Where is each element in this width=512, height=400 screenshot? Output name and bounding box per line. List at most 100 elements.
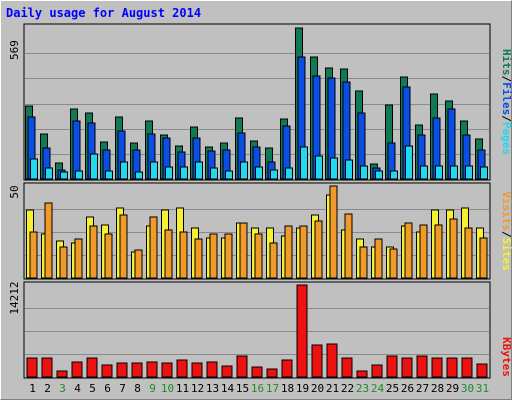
visits-bar bbox=[314, 220, 323, 279]
day-label: 30 bbox=[461, 382, 474, 395]
day-label: 9 bbox=[149, 382, 156, 395]
kbytes-bar bbox=[446, 357, 458, 378]
visits-bar bbox=[464, 227, 473, 279]
kbytes-bar bbox=[476, 363, 488, 378]
day-label: 14 bbox=[221, 382, 235, 395]
pages-bar bbox=[165, 166, 173, 180]
kbytes-bar bbox=[251, 366, 263, 378]
day-label: 27 bbox=[416, 382, 429, 395]
visits-bar bbox=[479, 237, 488, 279]
legend-slash-2: / bbox=[500, 115, 512, 122]
visits-bar bbox=[164, 229, 173, 279]
day-label: 23 bbox=[356, 382, 369, 395]
day-label: 3 bbox=[59, 382, 66, 395]
pages-bar bbox=[240, 161, 248, 180]
pages-bar bbox=[330, 157, 338, 180]
visits-bar bbox=[29, 231, 38, 279]
bottom-scale-max: 14212 bbox=[8, 281, 21, 314]
visits-bar bbox=[434, 224, 443, 279]
day-label: 26 bbox=[401, 382, 414, 395]
kbytes-bar bbox=[101, 364, 113, 378]
kbytes-bar bbox=[161, 362, 173, 378]
kbytes-bar bbox=[116, 362, 128, 378]
pages-bar bbox=[405, 145, 413, 180]
kbytes-bar bbox=[41, 357, 53, 378]
pages-bar bbox=[195, 161, 203, 180]
day-label: 15 bbox=[236, 382, 249, 395]
visits-bar bbox=[344, 213, 353, 279]
visits-bar bbox=[284, 225, 293, 279]
bars bbox=[25, 27, 488, 378]
day-label: 25 bbox=[386, 382, 399, 395]
kbytes-bar bbox=[131, 362, 143, 378]
kbytes-bar bbox=[221, 365, 233, 378]
day-label: 10 bbox=[161, 382, 174, 395]
pages-bar bbox=[465, 165, 473, 180]
legend-slash-3: / bbox=[500, 231, 512, 238]
kbytes-bar bbox=[56, 370, 68, 378]
day-label: 24 bbox=[371, 382, 385, 395]
day-label: 2 bbox=[44, 382, 51, 395]
visits-bar bbox=[44, 202, 53, 279]
day-label: 8 bbox=[134, 382, 141, 395]
visits-bar bbox=[59, 246, 68, 279]
day-label: 31 bbox=[476, 382, 489, 395]
day-label: 12 bbox=[191, 382, 204, 395]
visits-bar bbox=[254, 233, 263, 279]
kbytes-bar bbox=[371, 364, 383, 378]
day-label: 13 bbox=[206, 382, 219, 395]
kbytes-bar bbox=[86, 357, 98, 378]
visits-bar bbox=[389, 248, 398, 279]
pages-bar bbox=[450, 165, 458, 180]
pages-bar bbox=[375, 170, 383, 180]
kbytes-bar bbox=[176, 359, 188, 378]
day-label: 19 bbox=[296, 382, 309, 395]
pages-bar bbox=[285, 167, 293, 180]
visits-bar bbox=[449, 218, 458, 279]
kbytes-bar bbox=[281, 359, 293, 378]
visits-bar bbox=[359, 246, 368, 279]
kbytes-bar bbox=[296, 284, 308, 378]
visits-bar bbox=[329, 185, 338, 279]
visits-bar bbox=[209, 233, 218, 279]
pages-bar bbox=[90, 153, 98, 180]
visits-bar bbox=[299, 225, 308, 279]
kbytes-bar bbox=[71, 361, 83, 378]
legend-files: Files bbox=[500, 82, 512, 115]
pages-bar bbox=[435, 165, 443, 180]
kbytes-bar bbox=[236, 355, 248, 378]
kbytes-bar bbox=[326, 343, 338, 378]
kbytes-bar bbox=[386, 355, 398, 378]
visits-bar bbox=[74, 238, 83, 279]
pages-bar bbox=[180, 166, 188, 180]
visits-bar bbox=[194, 238, 203, 279]
kbytes-bar bbox=[191, 362, 203, 378]
pages-bar bbox=[105, 170, 113, 180]
legend-slash-1: / bbox=[500, 76, 512, 83]
visits-bar bbox=[404, 222, 413, 279]
kbytes-bar bbox=[26, 357, 38, 378]
day-label: 29 bbox=[446, 382, 459, 395]
kbytes-bar bbox=[341, 357, 353, 378]
visits-bar bbox=[224, 233, 233, 279]
pages-bar bbox=[360, 165, 368, 180]
day-label: 22 bbox=[341, 382, 354, 395]
day-label: 4 bbox=[74, 382, 81, 395]
pages-bar bbox=[120, 161, 128, 180]
pages-bar bbox=[45, 167, 53, 180]
day-label: 6 bbox=[104, 382, 111, 395]
day-label: 11 bbox=[176, 382, 189, 395]
pages-bar bbox=[270, 169, 278, 180]
pages-bar bbox=[300, 146, 308, 180]
visits-bar bbox=[419, 224, 428, 279]
panel-top-frame bbox=[23, 23, 491, 181]
visits-bar bbox=[119, 214, 128, 279]
pages-bar bbox=[60, 171, 68, 180]
pages-bar bbox=[480, 166, 488, 180]
panel-middle-frame bbox=[23, 182, 491, 280]
visits-bar bbox=[149, 216, 158, 279]
kbytes-bar bbox=[431, 357, 443, 378]
kbytes-bar bbox=[311, 344, 323, 378]
